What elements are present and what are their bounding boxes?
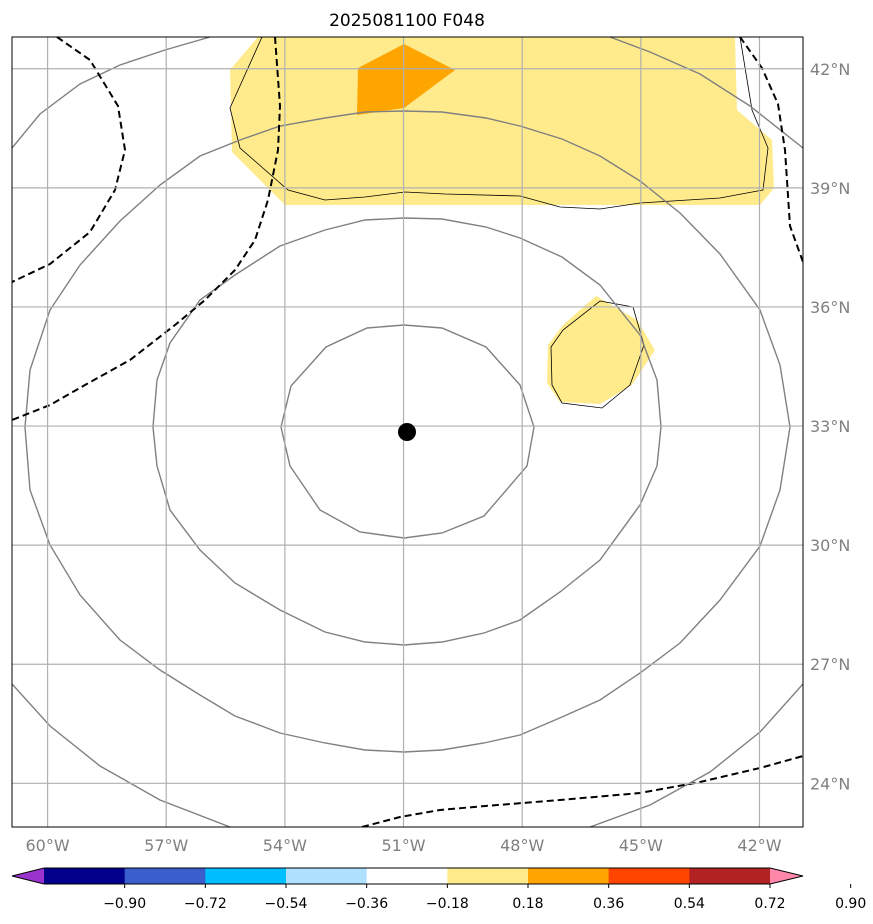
lon-label: 45°W xyxy=(619,836,663,855)
latitude-labels: 42°N 39°N 36°N 33°N 30°N 27°N 24°N xyxy=(810,60,850,794)
storm-center-marker xyxy=(398,423,416,441)
colorbar-segment xyxy=(366,868,448,884)
colorbar-segment xyxy=(689,868,771,884)
map-title: 2025081100 F048 xyxy=(329,11,485,31)
colorbar-tick-label: 0.54 xyxy=(674,896,705,912)
colorbar-segment xyxy=(205,868,287,884)
colorbar-segment xyxy=(608,868,690,884)
lat-label: 27°N xyxy=(810,655,850,674)
pressure-contour-outermost-sw xyxy=(12,683,231,827)
longitude-labels: 60°W 57°W 54°W 51°W 48°W 45°W 42°W xyxy=(26,836,782,855)
lat-label: 39°N xyxy=(810,179,850,198)
colorbar-tick-label: 0.90 xyxy=(835,896,866,912)
pressure-contour-outermost-east xyxy=(609,37,803,149)
pressure-contour-outermost xyxy=(12,37,211,149)
colorbar: −0.90 −0.72 −0.54 −0.36 −0.18 0.18 0.36 0.54 0.7… xyxy=(11,867,866,912)
pressure-contour-outermost-se xyxy=(589,683,803,827)
lon-label: 57°W xyxy=(144,836,188,855)
lat-label: 42°N xyxy=(810,60,850,79)
colorbar-tick-label: 0.18 xyxy=(512,896,543,912)
lat-label: 30°N xyxy=(810,536,850,555)
lon-label: 54°W xyxy=(263,836,307,855)
colorbar-tick-label: −0.36 xyxy=(345,896,388,912)
colorbar-tick-label: −0.54 xyxy=(265,896,308,912)
lat-label: 24°N xyxy=(810,774,850,793)
dashed-contour-west-north xyxy=(12,37,127,283)
colorbar-tick-label: 0.36 xyxy=(593,896,624,912)
map-frame xyxy=(11,36,804,828)
strong-anomaly-fill-north xyxy=(357,44,455,115)
colorbar-extend-low xyxy=(12,868,44,884)
colorbar-outline xyxy=(11,867,804,885)
lon-label: 48°W xyxy=(500,836,544,855)
colorbar-tick-label: −0.72 xyxy=(184,896,227,912)
dashed-contour-east xyxy=(739,37,803,263)
lon-label: 51°W xyxy=(381,836,425,855)
colorbar-segment xyxy=(44,868,126,884)
dashed-contour-south xyxy=(361,755,803,827)
colorbar-extend-high xyxy=(770,868,803,884)
lat-label: 36°N xyxy=(810,298,850,317)
lat-label: 33°N xyxy=(810,417,850,436)
lon-label: 42°W xyxy=(737,836,781,855)
colorbar-tick-label: −0.18 xyxy=(426,896,469,912)
colorbar-tick-label: −0.90 xyxy=(103,896,146,912)
dashed-contours xyxy=(12,37,803,827)
map-area xyxy=(12,37,803,827)
colorbar-segment xyxy=(124,868,206,884)
colorbar-segment xyxy=(528,868,610,884)
lon-label: 60°W xyxy=(26,836,70,855)
colorbar-segment xyxy=(447,868,529,884)
contour-line-north xyxy=(229,37,769,210)
colorbar-tick-label: 0.72 xyxy=(754,896,785,912)
positive-anomaly-fill-east xyxy=(547,296,655,404)
contour-line-east xyxy=(550,300,645,409)
dashed-contour-west xyxy=(12,37,282,421)
colorbar-segment xyxy=(286,868,368,884)
